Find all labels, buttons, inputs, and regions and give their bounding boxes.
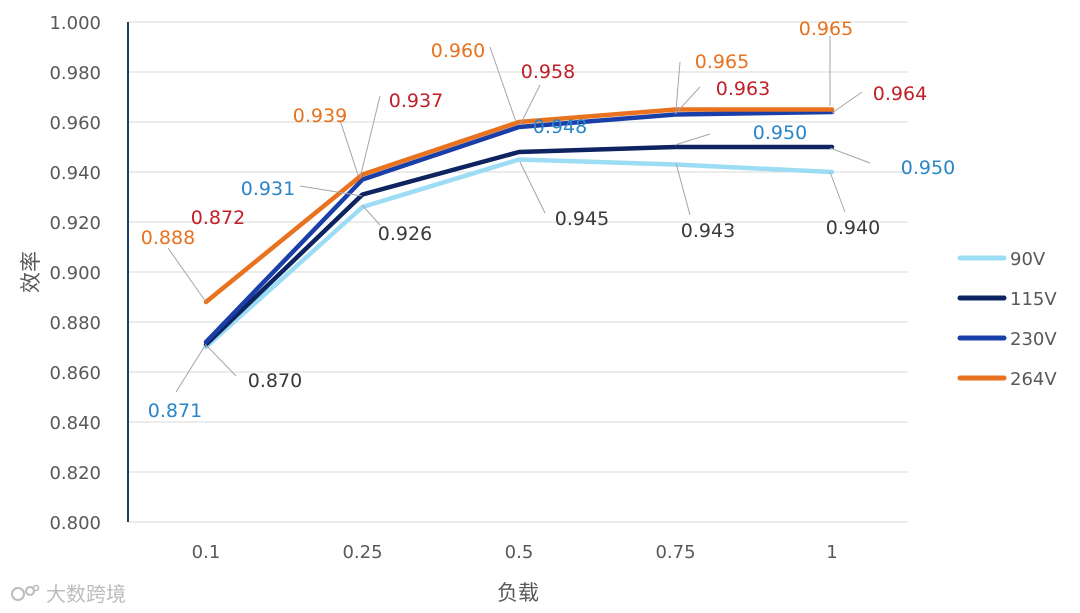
data-label-230V: 0.964 [873, 83, 927, 105]
data-label-264V: 0.965 [799, 18, 853, 40]
leader-line [675, 61, 681, 111]
data-label-90V: 0.945 [555, 208, 609, 230]
data-labels: 0.870 0.926 0.945 0.943 0.940 0.871 0.931 0.948… [141, 18, 955, 422]
y-tick-label: 1.000 [49, 13, 101, 34]
x-tick-label: 0.1 [192, 542, 221, 563]
data-label-230V: 0.958 [521, 61, 575, 83]
leader-line [519, 161, 546, 214]
legend: 90V 115V 230V 264V [957, 249, 1057, 390]
data-label-264V: 0.939 [293, 105, 347, 127]
y-tick-label: 0.960 [49, 113, 101, 134]
leader-line [829, 171, 846, 213]
x-axis-title: 负载 [497, 581, 539, 605]
leader-line [361, 204, 381, 226]
y-tick-label: 0.820 [49, 463, 101, 484]
data-label-230V: 0.963 [716, 78, 770, 100]
data-label-115V: 0.948 [533, 116, 587, 138]
leader-line [339, 119, 359, 176]
data-label-90V: 0.940 [826, 217, 880, 239]
axes: 0.800 0.820 0.840 0.860 0.880 0.900 0.920 0.940… [19, 13, 838, 605]
data-label-230V: 0.872 [191, 207, 245, 229]
legend-label-230V: 230V [1010, 329, 1057, 350]
leader-line [359, 95, 381, 179]
leader-line [489, 46, 517, 123]
data-label-264V: 0.888 [141, 227, 195, 249]
y-tick-label: 0.940 [49, 163, 101, 184]
leader-line [167, 247, 207, 303]
leader-line [674, 133, 711, 146]
y-tick-label: 0.980 [49, 63, 101, 84]
x-tick-label: 1 [826, 542, 837, 563]
series-line-115V [203, 144, 835, 347]
data-label-264V: 0.965 [695, 51, 749, 73]
label-leader-lines [167, 36, 871, 393]
legend-label-264V: 264V [1010, 369, 1057, 390]
leader-line [175, 343, 207, 393]
series-line-264V [203, 107, 835, 305]
x-tick-label: 0.75 [655, 542, 695, 563]
y-axis-title: 效率 [19, 251, 43, 293]
legend-label-90V: 90V [1010, 249, 1046, 270]
leader-line [519, 84, 541, 126]
y-tick-label: 0.920 [49, 213, 101, 234]
leader-line [299, 185, 363, 197]
y-tick-label: 0.900 [49, 263, 101, 284]
data-label-115V: 0.871 [148, 400, 202, 422]
watermark: 大数跨境 [10, 578, 126, 607]
y-tick-label: 0.840 [49, 413, 101, 434]
x-tick-label: 0.5 [505, 542, 534, 563]
watermark-text: 大数跨境 [46, 582, 126, 606]
y-tick-label: 0.880 [49, 313, 101, 334]
series-line-90V [203, 157, 835, 350]
leader-line [675, 162, 691, 216]
data-label-115V: 0.950 [753, 122, 807, 144]
y-tick-label: 0.800 [49, 513, 101, 534]
leader-line [831, 91, 863, 114]
leader-line [829, 147, 871, 164]
y-tick-label: 0.860 [49, 363, 101, 384]
data-label-115V: 0.950 [901, 157, 955, 179]
data-label-115V: 0.931 [241, 178, 295, 200]
data-label-90V: 0.870 [248, 370, 302, 392]
series-lines [203, 107, 835, 350]
data-label-90V: 0.943 [681, 220, 735, 242]
watermark-logo-icon [11, 584, 40, 601]
data-label-90V: 0.926 [378, 223, 432, 245]
data-label-230V: 0.937 [389, 90, 443, 112]
series-line-230V [203, 109, 835, 345]
data-label-264V: 0.960 [431, 40, 485, 62]
leader-line [674, 86, 701, 115]
leader-line [205, 344, 237, 377]
legend-label-115V: 115V [1010, 289, 1057, 310]
x-tick-label: 0.25 [342, 542, 382, 563]
